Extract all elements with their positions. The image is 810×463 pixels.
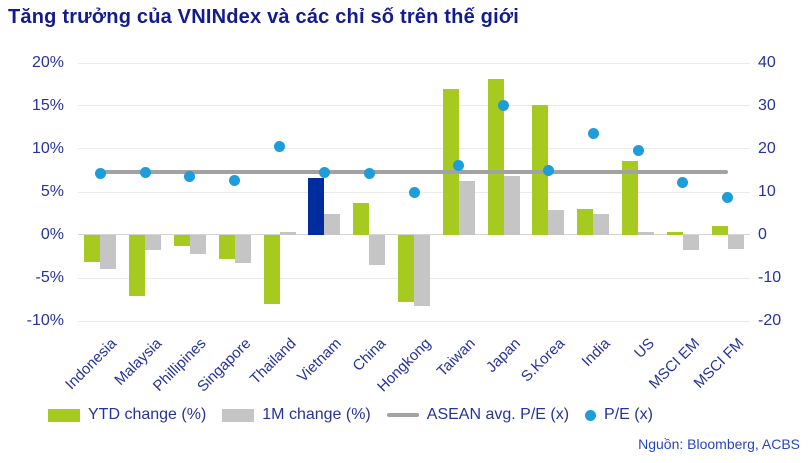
pe-dot-MSCI EM xyxy=(677,177,689,189)
x-label-US: US xyxy=(631,335,659,362)
ytd-swatch-icon xyxy=(48,408,80,422)
pe-dot-Hongkong xyxy=(408,186,420,198)
bar-1m-Japan xyxy=(503,175,520,235)
pe-dot-Taiwan xyxy=(453,160,465,172)
legend-item-pe: P/E (x) xyxy=(585,406,653,424)
bar-ytd-Indonesia xyxy=(84,235,101,262)
plot-area xyxy=(78,62,750,322)
pe-dot-MSCI FM xyxy=(722,191,734,203)
bar-1m-Thailand xyxy=(279,232,296,235)
bar-ytd-Thailand xyxy=(263,235,280,304)
bar-ytd-Japan xyxy=(487,79,504,235)
pe-dot-India xyxy=(587,128,599,140)
right-tick-30: 30 xyxy=(758,97,776,114)
right-tick--20: -20 xyxy=(758,312,782,329)
x-label-India: India xyxy=(578,335,614,371)
pe-dot-Phillipines xyxy=(184,171,196,183)
x-label-Vietnam: Vietnam xyxy=(293,335,345,386)
x-axis-labels: Indonesia Malaysia Phillipines Singapore Tha… xyxy=(62,321,750,411)
bar-ytd-MSCI FM xyxy=(711,226,728,235)
pe-dot-Vietnam xyxy=(318,166,330,178)
bar-1m-Hongkong xyxy=(414,235,430,306)
gridline xyxy=(78,320,750,322)
bar-1m-China xyxy=(369,235,386,266)
pe-dot-S.Korea xyxy=(542,165,554,176)
bar-ytd-Malaysia xyxy=(129,235,146,297)
legend-item-ytd: YTD change (%) xyxy=(48,406,206,424)
bar-1m-MSCI EM xyxy=(682,235,699,251)
legend-label-asean: ASEAN avg. P/E (x) xyxy=(426,406,570,423)
gridline xyxy=(78,148,750,150)
right-tick-10: 10 xyxy=(758,183,776,200)
legend: YTD change (%) 1M change (%) ASEAN avg. … xyxy=(48,404,748,426)
right-axis: 40 30 20 10 0 -10 -20 xyxy=(758,54,808,329)
pe-dot-US xyxy=(632,145,644,157)
x-label-Japan: Japan xyxy=(482,335,524,376)
gridline xyxy=(78,105,750,107)
x-label-Thailand: Thailand xyxy=(246,335,300,388)
left-tick-10%: 10% xyxy=(31,140,64,157)
bar-ytd-China xyxy=(353,203,370,235)
pe-dot-Thailand xyxy=(274,140,286,152)
x-label-Indonesia: Indonesia xyxy=(62,335,121,394)
dot-swatch-icon xyxy=(585,409,597,421)
left-tick-15%: 15% xyxy=(31,97,64,114)
right-tick-20: 20 xyxy=(758,140,776,157)
1m-swatch-icon xyxy=(222,408,255,422)
bar-ytd-Hongkong xyxy=(398,235,414,303)
asean-avg-pe-line xyxy=(100,169,728,174)
pe-dot-Malaysia xyxy=(139,166,151,178)
bar-1m-US xyxy=(638,232,654,235)
legend-item-1m: 1M change (%) xyxy=(222,406,371,424)
bar-1m-MSCI FM xyxy=(727,235,744,249)
bar-1m-Singapore xyxy=(234,235,251,264)
zero-axis-line xyxy=(78,234,750,236)
legend-label-ytd: YTD change (%) xyxy=(88,406,207,423)
pe-dot-Indonesia xyxy=(94,167,106,179)
bar-ytd-Vietnam xyxy=(308,178,325,235)
bar-1m-S.Korea xyxy=(548,210,565,235)
legend-label-1m: 1M change (%) xyxy=(262,406,371,423)
legend-label-pe: P/E (x) xyxy=(604,406,653,423)
legend-item-asean: ASEAN avg. P/E (x) xyxy=(386,406,570,424)
pe-dot-Singapore xyxy=(229,175,241,187)
left-tick-5%: 5% xyxy=(40,183,64,200)
bar-1m-Malaysia xyxy=(145,235,162,251)
bar-1m-Taiwan xyxy=(458,180,475,235)
x-label-China: China xyxy=(349,335,390,375)
right-tick-40: 40 xyxy=(758,54,776,71)
left-axis: 20% 15% 10% 5% 0% -5% -10% xyxy=(0,54,64,329)
bar-1m-Phillipines xyxy=(189,235,206,254)
bar-1m-India xyxy=(593,214,610,235)
pe-dot-China xyxy=(363,168,375,180)
left-tick--10%: -10% xyxy=(26,312,64,329)
bar-ytd-MSCI EM xyxy=(666,231,683,235)
bar-1m-Vietnam xyxy=(324,213,341,235)
gridline xyxy=(78,62,750,64)
source-note: Nguồn: Bloomberg, ACBS xyxy=(638,436,800,452)
x-label-Taiwan: Taiwan xyxy=(433,335,479,381)
bar-ytd-Taiwan xyxy=(442,88,459,235)
line-swatch-icon xyxy=(386,413,419,417)
left-tick--5%: -5% xyxy=(35,269,64,286)
pe-dot-Japan xyxy=(498,100,510,112)
right-tick-0: 0 xyxy=(758,226,767,243)
bar-1m-Indonesia xyxy=(100,235,117,270)
bar-ytd-US xyxy=(622,161,638,235)
bar-ytd-India xyxy=(577,209,594,235)
right-tick--10: -10 xyxy=(758,269,782,286)
x-label-S.Korea: S.Korea xyxy=(518,335,569,386)
left-tick-0%: 0% xyxy=(40,226,64,243)
bar-ytd-Singapore xyxy=(218,235,235,260)
chart-title: Tăng trưởng của VNINdex và các chỉ số tr… xyxy=(8,6,520,28)
left-tick-20%: 20% xyxy=(31,54,64,71)
bar-ytd-Phillipines xyxy=(173,235,190,247)
